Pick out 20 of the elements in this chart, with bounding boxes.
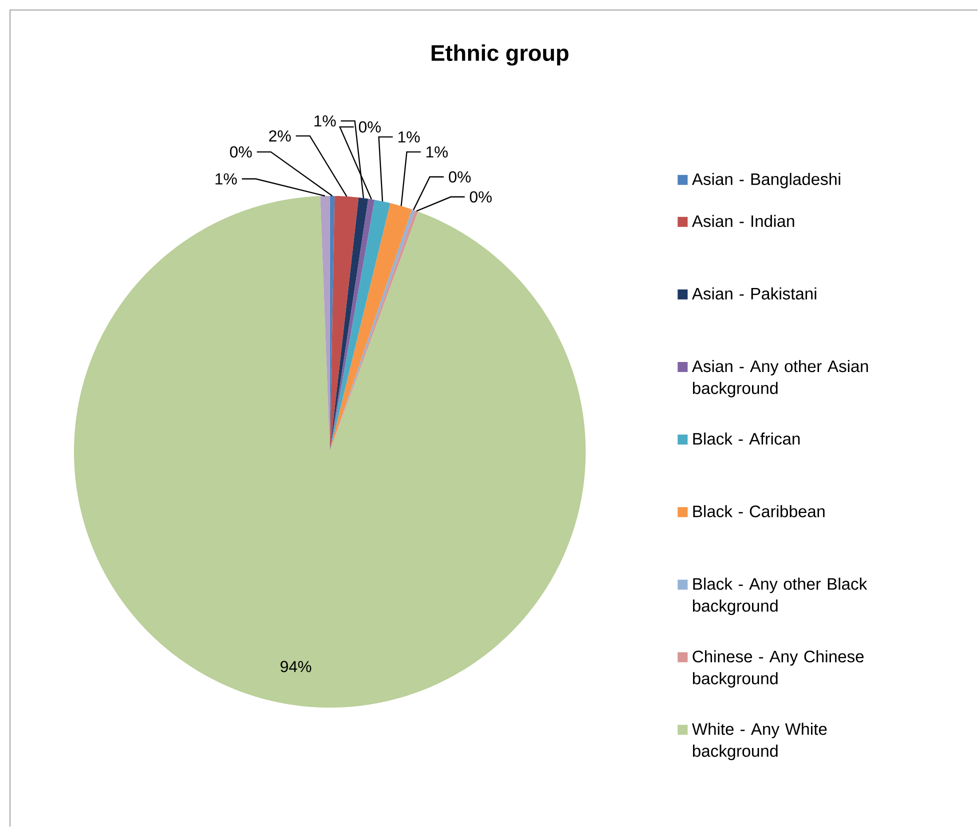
legend-label: Black - Any other Black background	[692, 578, 868, 615]
data-label: 2%	[269, 130, 291, 142]
legend-label: Asian - Any other Asian background	[692, 360, 868, 398]
chart-title: Ethnic group	[432, 44, 568, 66]
data-label: 0%	[230, 146, 252, 158]
data-label: 1%	[398, 131, 420, 142]
legend-label: Black - Caribbean	[693, 505, 825, 518]
legend-label: Chinese - Any Chinese background	[692, 650, 864, 688]
legend-label: Asian - Indian	[692, 214, 794, 228]
legend-label: Black - African	[693, 432, 800, 445]
data-label: 1%	[216, 173, 237, 184]
legend-label: Asian - Bangladeshi	[692, 172, 840, 188]
data-label: 94%	[280, 660, 312, 672]
data-label: 1%	[426, 146, 448, 158]
data-label: 0%	[358, 121, 381, 133]
data-label: 0%	[448, 171, 471, 182]
legend-label: White - Any White background	[692, 722, 827, 760]
data-label: 1%	[314, 115, 336, 126]
legend-label: Asian - Pakistani	[692, 287, 816, 300]
data-label: 0%	[470, 191, 492, 202]
